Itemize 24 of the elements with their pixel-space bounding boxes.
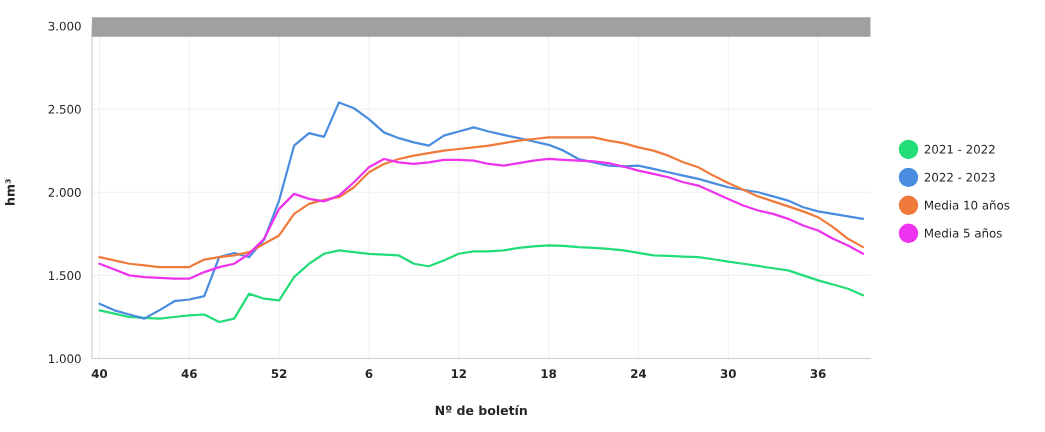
x-axis-title: Nº de boletín	[435, 404, 527, 416]
x-tick-label: 40	[91, 369, 108, 379]
y-tick-label: 2.000	[48, 187, 81, 197]
legend-label: 2022 - 2023	[924, 172, 995, 182]
line-series	[98, 244, 865, 324]
y-tick-label: 2.500	[48, 104, 81, 114]
y-tick-label: 1.000	[49, 354, 81, 364]
x-tick-label: 24	[631, 369, 647, 378]
legend-label: 2021 - 2022	[924, 144, 995, 154]
x-tick-label: 6	[365, 369, 373, 379]
legend-label: Media 5 años	[924, 228, 1002, 238]
x-tick-label: 46	[181, 369, 197, 379]
x-tick-label: 36	[810, 369, 826, 379]
line-series	[98, 157, 865, 280]
x-tick-label: 52	[271, 369, 287, 379]
line-series	[98, 136, 865, 269]
y-tick-label: 3.000	[48, 21, 81, 31]
x-tick-label: 30	[720, 369, 736, 379]
y-tick-label: 1.500	[49, 271, 81, 281]
legend-label: Media 10 años	[924, 200, 1010, 210]
x-tick-label: 12	[451, 369, 466, 378]
x-tick-label: 18	[541, 369, 557, 379]
line-series	[98, 101, 865, 320]
y-axis-title: hm³	[5, 179, 15, 205]
